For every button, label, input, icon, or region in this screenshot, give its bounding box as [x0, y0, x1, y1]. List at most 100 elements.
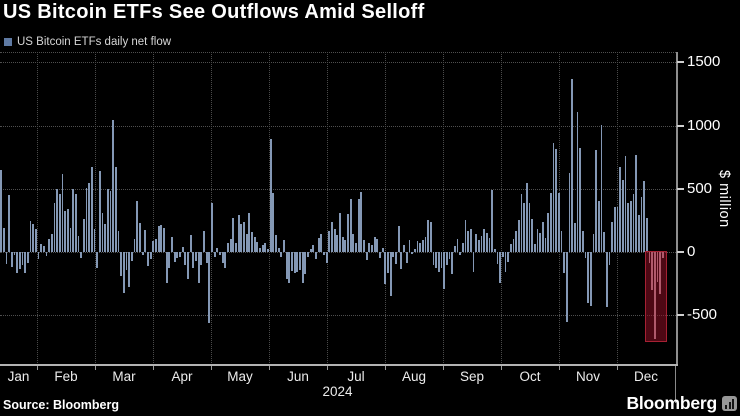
- bar: [376, 238, 379, 252]
- bar: [587, 252, 590, 304]
- x-axis-month-label: Nov: [575, 369, 600, 384]
- bar: [112, 120, 115, 252]
- y-axis-tick-label: -500: [687, 306, 718, 324]
- bar: [237, 215, 240, 252]
- bar: [405, 252, 408, 263]
- x-axis-tick: [95, 366, 96, 370]
- bar: [139, 222, 141, 252]
- x-axis-tick: [269, 366, 270, 370]
- bar: [120, 252, 123, 277]
- x-axis-tick: [617, 366, 618, 370]
- bar: [472, 252, 475, 272]
- bar: [317, 237, 320, 252]
- x-axis-month-label: Aug: [401, 369, 427, 384]
- bar: [168, 252, 171, 268]
- legend-label: US Bitcoin ETFs daily net flow: [17, 36, 172, 48]
- bar: [568, 172, 571, 252]
- bar: [61, 174, 64, 252]
- bar: [277, 247, 280, 252]
- bar: [349, 198, 352, 252]
- bar: [360, 191, 363, 252]
- bar: [499, 252, 501, 283]
- bar: [224, 252, 227, 268]
- bar: [91, 166, 93, 252]
- bar: [264, 242, 267, 252]
- bar: [115, 166, 117, 252]
- y-axis-tick-label: 500: [687, 179, 713, 197]
- highlight-box-border: [645, 251, 668, 342]
- bar: [5, 252, 8, 265]
- bar: [576, 112, 579, 252]
- bar: [208, 252, 211, 324]
- bar: [520, 194, 523, 252]
- bar: [232, 217, 235, 252]
- bar: [32, 224, 35, 252]
- x-axis-tick: [153, 366, 154, 370]
- bar: [355, 243, 357, 252]
- bar: [261, 245, 264, 252]
- bar-highlighted: [651, 252, 654, 290]
- bar: [557, 193, 560, 252]
- bar: [203, 231, 205, 252]
- bar: [133, 239, 136, 252]
- bar: [200, 252, 203, 266]
- bar: [437, 252, 440, 272]
- bar: [453, 246, 456, 252]
- x-axis-month-label: Mar: [112, 369, 136, 384]
- bar: [456, 238, 459, 252]
- bar: [21, 252, 24, 266]
- bar-highlighted: [648, 252, 651, 264]
- bar: [53, 202, 56, 252]
- bloomberg-wordmark: Bloomberg: [626, 393, 717, 413]
- bar: [533, 244, 536, 252]
- bar: [8, 194, 11, 252]
- bar: [219, 252, 221, 256]
- bar: [613, 206, 616, 252]
- bar: [64, 211, 67, 252]
- bar: [192, 252, 195, 268]
- bar: [419, 242, 421, 252]
- bar: [160, 225, 163, 252]
- bar: [216, 247, 219, 252]
- bar: [432, 252, 435, 266]
- bar: [368, 243, 371, 252]
- bar: [464, 220, 467, 252]
- bar: [584, 252, 587, 258]
- bar: [283, 239, 285, 252]
- x-axis-month-label: May: [227, 369, 253, 384]
- bar: [66, 209, 69, 252]
- bar: [541, 222, 544, 252]
- bar: [549, 193, 552, 252]
- bar: [624, 155, 627, 252]
- bar: [635, 155, 638, 252]
- bar: [421, 239, 424, 252]
- bar: [531, 219, 534, 252]
- bar: [581, 231, 584, 252]
- x-axis-month-label: Jan: [7, 369, 30, 384]
- bar: [163, 227, 165, 252]
- bar: [48, 239, 51, 252]
- bar: [304, 252, 307, 275]
- bar: [459, 252, 461, 256]
- bar: [171, 236, 173, 252]
- bar: [528, 202, 531, 252]
- bar: [395, 252, 397, 265]
- bar: [13, 252, 16, 256]
- bar: [165, 252, 168, 283]
- x-axis-month-label: Sep: [459, 369, 485, 384]
- bar: [579, 147, 582, 252]
- bar: [267, 248, 269, 252]
- bar: [157, 225, 160, 252]
- bar: [517, 220, 520, 252]
- y-axis-tick-label: 1000: [687, 116, 721, 134]
- bar: [341, 236, 344, 252]
- x-axis-tick: [211, 366, 212, 370]
- bar: [509, 244, 512, 252]
- bar: [24, 252, 27, 274]
- bar: [469, 229, 472, 252]
- bar: [555, 148, 558, 252]
- bar: [147, 252, 149, 267]
- bar: [616, 206, 619, 252]
- bar: [58, 194, 61, 252]
